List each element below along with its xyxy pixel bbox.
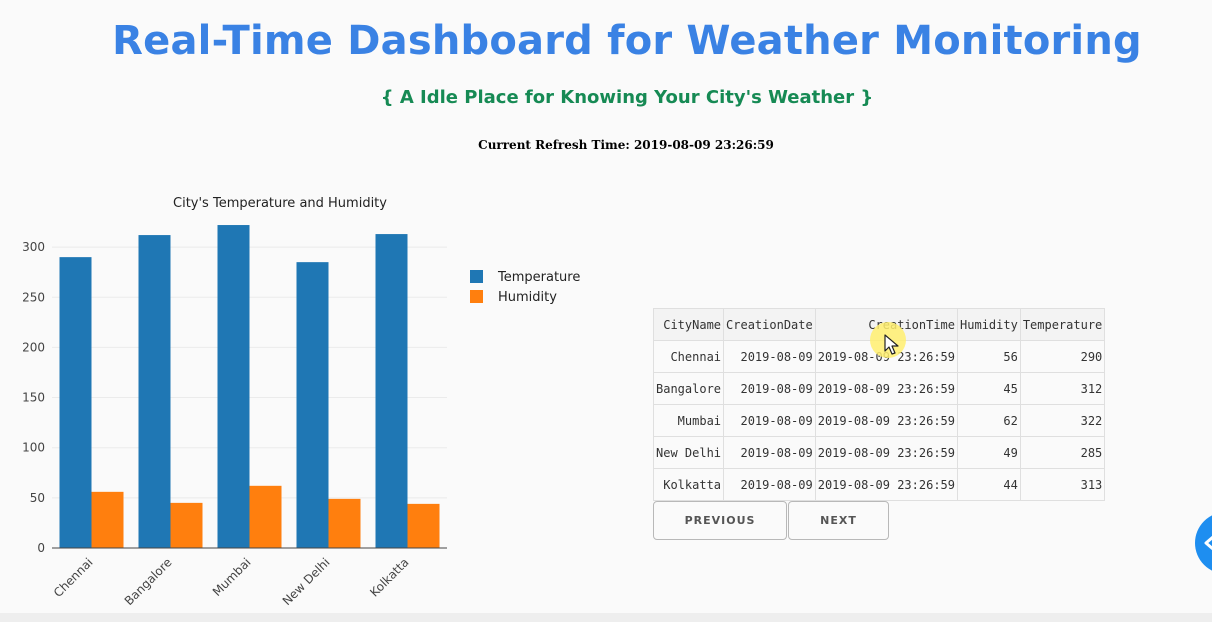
y-tick-label: 300 <box>22 240 45 254</box>
table-row: New Delhi 2019-08-09 2019-08-09 23:26:59 49… <box>652 436 1106 469</box>
table-cell[interactable]: 2019-08-09 <box>723 340 816 373</box>
table-cell[interactable]: 312 <box>1019 372 1106 405</box>
y-tick-label: 250 <box>22 290 45 304</box>
y-tick-label: 150 <box>22 391 45 405</box>
chevron-left-icon <box>1204 535 1212 551</box>
table-cell[interactable]: 2019-08-09 <box>723 468 816 501</box>
bar-humidity-chennai <box>91 491 124 548</box>
bar-humidity-kolkatta <box>407 503 440 548</box>
table-cell[interactable]: Kolkatta <box>652 468 725 501</box>
page-subtitle: { A Idle Place for Knowing Your City's W… <box>380 87 874 108</box>
bar-temperature-bangalore <box>138 235 171 548</box>
floating-action-button[interactable] <box>1195 512 1212 574</box>
legend-label-humidity: Humidity <box>498 290 557 305</box>
bar-chart: City's Temperature and Humidity 0 50 100 150… <box>0 185 640 615</box>
table-cell[interactable]: 290 <box>1019 340 1106 373</box>
table-cell[interactable]: 2019-08-09 <box>723 404 816 437</box>
legend-label-temperature: Temperature <box>497 270 580 285</box>
mouse-pointer-icon <box>884 334 899 355</box>
table-cell[interactable]: New Delhi <box>652 436 725 469</box>
bar-temperature-new-delhi <box>296 262 329 548</box>
table-cell[interactable]: 2019-08-09 <box>723 372 816 405</box>
table-cell[interactable]: 49 <box>957 436 1021 469</box>
column-header-creationdate[interactable]: CreationDate <box>723 308 816 341</box>
table-cell[interactable]: 313 <box>1019 468 1106 501</box>
weather-table: CityName CreationDate CreationTime Humidity… <box>652 308 1106 501</box>
table-cell[interactable]: 44 <box>957 468 1021 501</box>
table-row: Kolkatta 2019-08-09 2019-08-09 23:26:59 44 3… <box>652 468 1106 501</box>
data-table-container: CityName CreationDate CreationTime Humidity… <box>652 308 1106 501</box>
page-title: Real-Time Dashboard for Weather Monitori… <box>112 18 1142 64</box>
refresh-time: Current Refresh Time: 2019-08-09 23:26:5… <box>478 138 774 152</box>
x-tick-label: Kolkatta <box>367 555 411 599</box>
table-cell[interactable]: Chennai <box>652 340 725 373</box>
bar-temperature-kolkatta <box>375 234 408 548</box>
table-cell[interactable]: 2019-08-09 23:26:59 <box>814 372 959 405</box>
bar-humidity-mumbai <box>249 485 282 548</box>
table-cell[interactable]: Mumbai <box>652 404 725 437</box>
table-row: Mumbai 2019-08-09 2019-08-09 23:26:59 62 322 <box>652 404 1106 437</box>
y-tick-label: 100 <box>22 441 45 455</box>
table-cell[interactable]: 2019-08-09 23:26:59 <box>814 404 959 437</box>
bar-humidity-bangalore <box>170 502 203 548</box>
x-tick-label: Bangalore <box>122 555 175 608</box>
column-header-cityname[interactable]: CityName <box>652 308 725 341</box>
y-tick-label: 50 <box>30 491 45 505</box>
table-row: Bangalore 2019-08-09 2019-08-09 23:26:59 45… <box>652 372 1106 405</box>
x-tick-label: Mumbai <box>210 555 254 599</box>
y-tick-label: 200 <box>22 340 45 354</box>
x-tick-label: New Delhi <box>280 555 333 608</box>
chart-title: City's Temperature and Humidity <box>173 196 387 211</box>
table-cell[interactable]: 56 <box>957 340 1021 373</box>
column-header-humidity[interactable]: Humidity <box>957 308 1021 341</box>
legend-swatch-humidity <box>470 290 483 303</box>
x-tick-label: Chennai <box>51 555 96 600</box>
chart-svg: City's Temperature and Humidity 0 50 100 150… <box>22 196 580 608</box>
previous-button[interactable]: PREVIOUS <box>653 501 787 540</box>
column-header-temperature[interactable]: Temperature <box>1019 308 1106 341</box>
table-row: Chennai 2019-08-09 2019-08-09 23:26:59 56 29… <box>652 340 1106 373</box>
bar-temperature-mumbai <box>217 225 250 548</box>
table-cell[interactable]: 62 <box>957 404 1021 437</box>
y-tick-label: 0 <box>37 541 45 555</box>
next-button[interactable]: NEXT <box>788 501 889 540</box>
table-cell[interactable]: 2019-08-09 <box>723 436 816 469</box>
bar-humidity-new-delhi <box>328 498 361 548</box>
table-cell[interactable]: 285 <box>1019 436 1106 469</box>
bar-temperature-chennai <box>59 257 92 548</box>
table-cell[interactable]: 322 <box>1019 404 1106 437</box>
legend-swatch-temperature <box>470 270 483 283</box>
bottom-scrollbar[interactable] <box>0 613 1212 622</box>
table-cell[interactable]: 2019-08-09 23:26:59 <box>814 436 959 469</box>
table-cell[interactable]: Bangalore <box>652 372 725 405</box>
table-cell[interactable]: 2019-08-09 23:26:59 <box>814 468 959 501</box>
table-cell[interactable]: 45 <box>957 372 1021 405</box>
